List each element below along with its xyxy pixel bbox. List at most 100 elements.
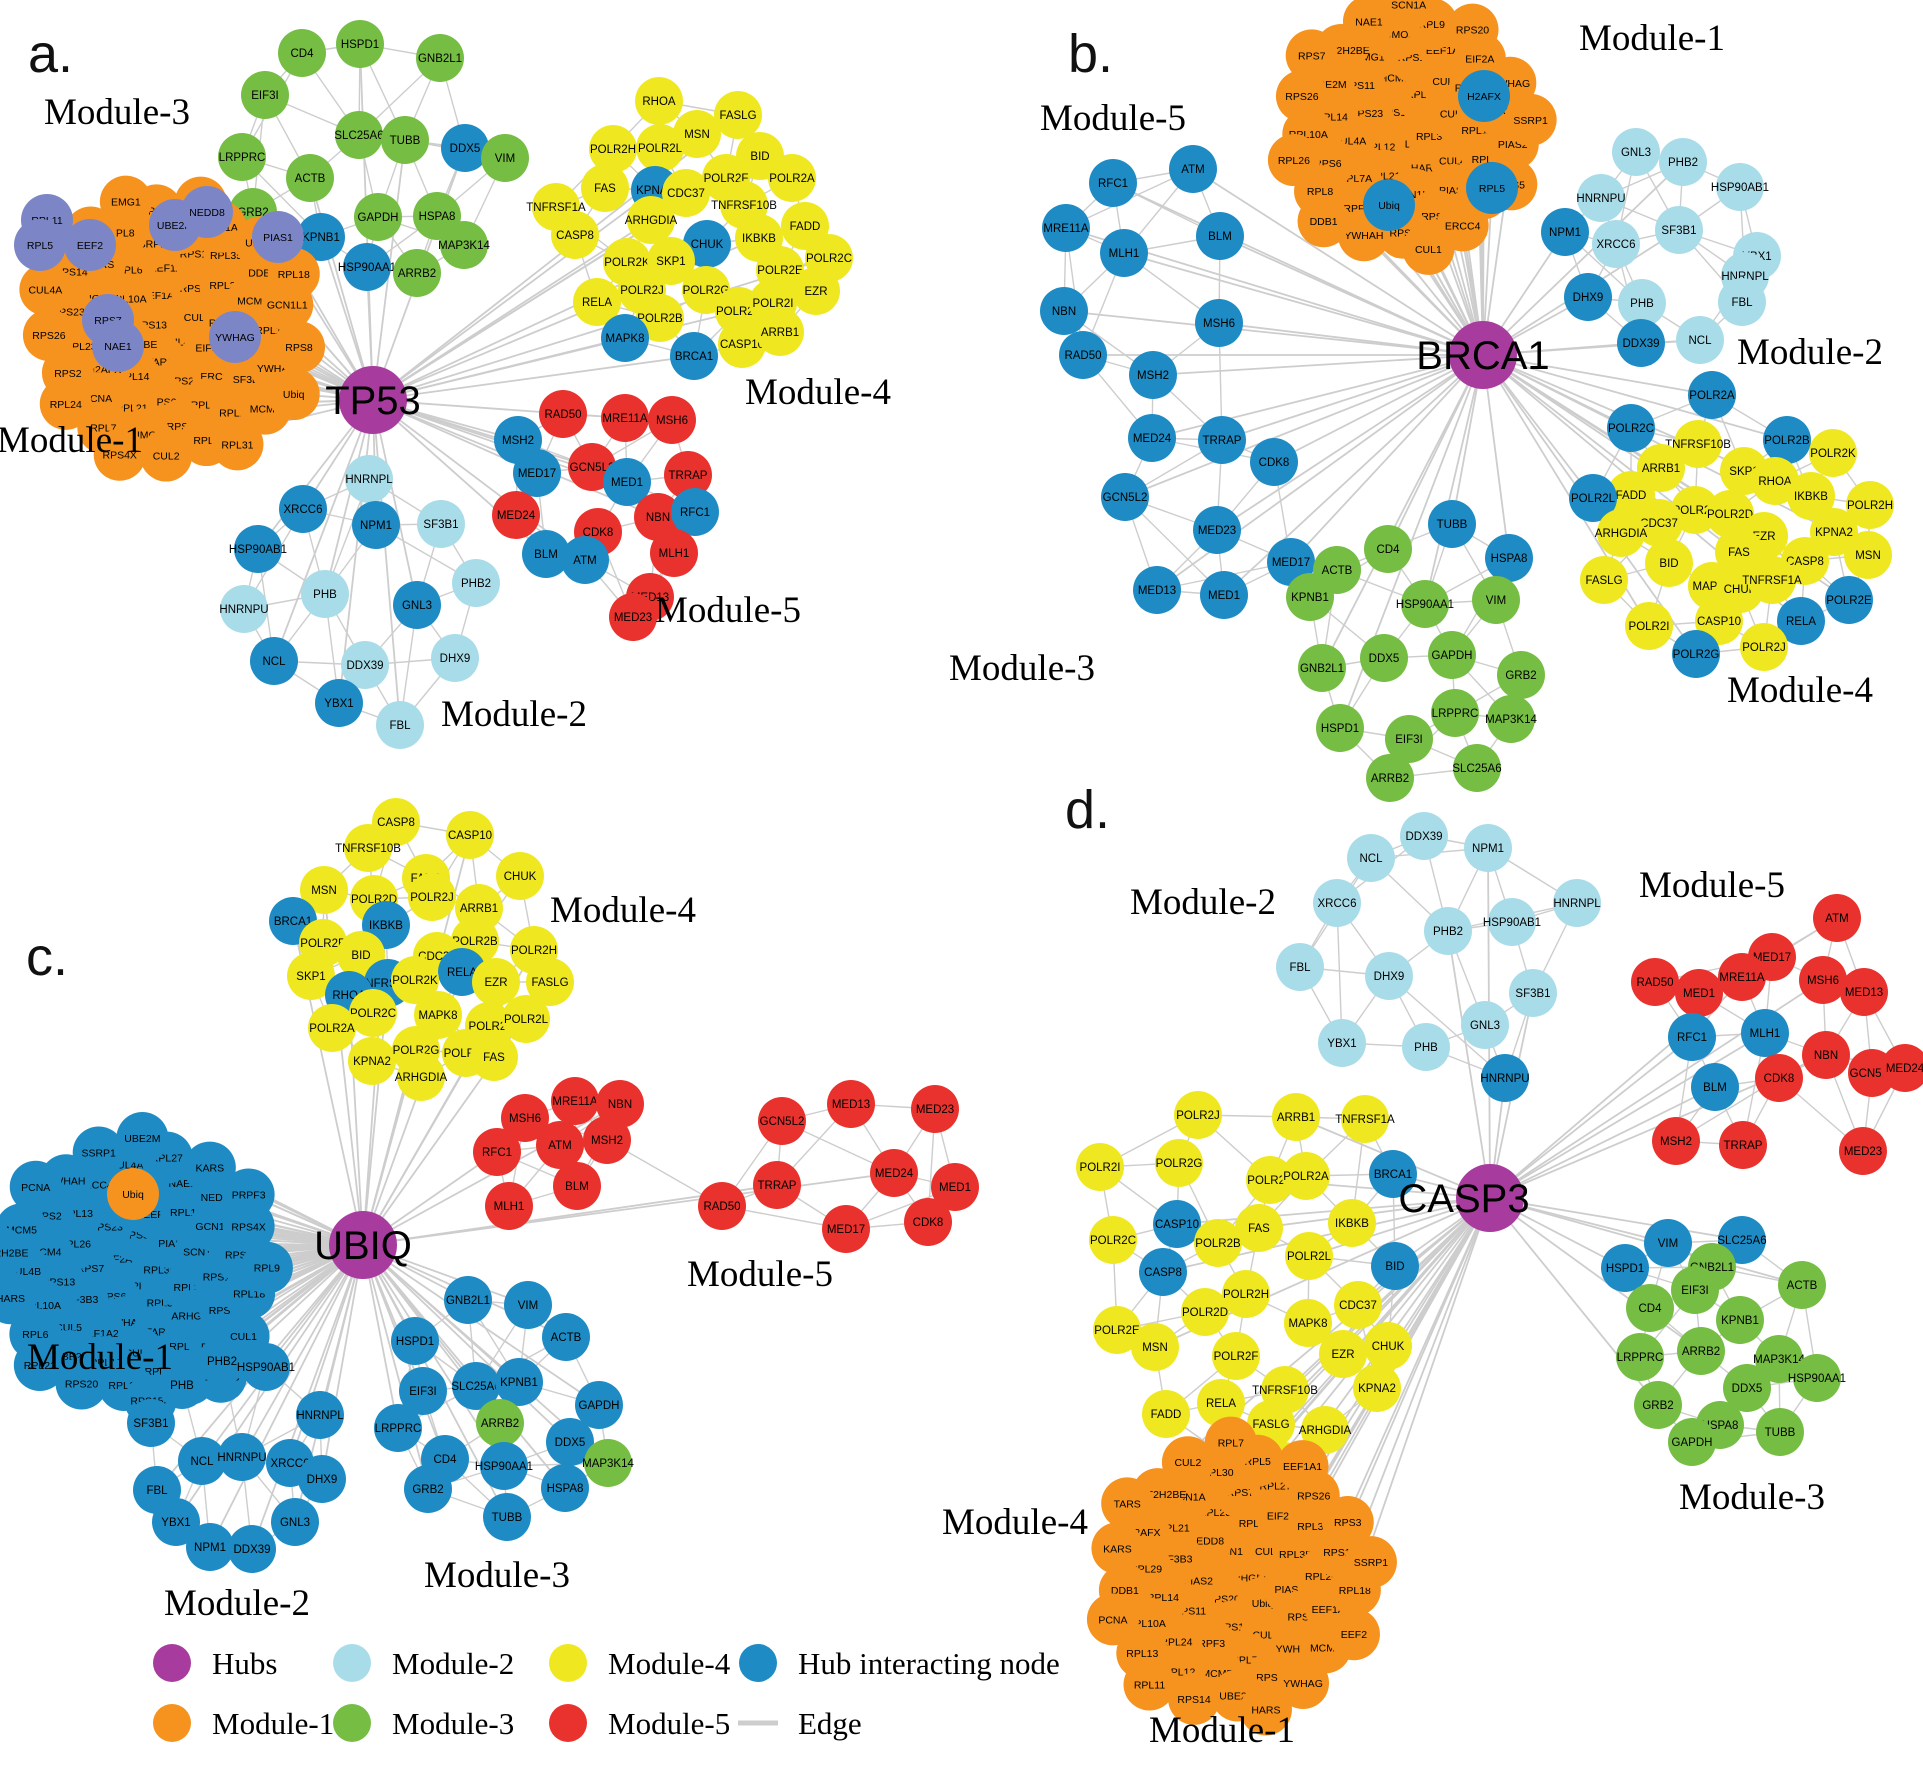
node-MAPK8: [601, 314, 649, 362]
node-TUBB: [381, 116, 429, 164]
module-label-module-5: Module-5: [1040, 98, 1186, 139]
node-label-CDC37: CDC37: [667, 188, 705, 200]
node-CASP10: [446, 811, 494, 859]
node-label-RPS2: RPS2: [54, 368, 82, 380]
legend-swatch-m5: [549, 1704, 587, 1742]
legend-swatch-m4: [549, 1644, 587, 1682]
module-module-5: RFC1 ATM MRE11A MLH1 BLM NBN MSH6 RAD50 MSH2 MED2…: [1040, 145, 1315, 619]
node-MED1: [603, 458, 651, 506]
legend-swatch-m1: [153, 1704, 191, 1742]
node-label-FBL: FBL: [146, 1485, 168, 1497]
node-EZR: [472, 958, 520, 1006]
hub-edge: [1221, 354, 1484, 441]
node-POLR2F: [1671, 486, 1719, 534]
module-module-3: CD4 HSPD1 GNB2L1 EIF3I SLC25A6 TUBB DDX5 VIM LRP…: [218, 20, 529, 297]
node-label-IKBKB: IKBKB: [1335, 1218, 1369, 1230]
node-MED1: [931, 1163, 979, 1211]
node-FASLG: [714, 91, 762, 139]
node-RAD50: [698, 1182, 746, 1230]
node-label-CDK8: CDK8: [1764, 1073, 1795, 1085]
module-label-module-1: Module-1: [0, 420, 143, 461]
node-label-SKP1: SKP1: [656, 256, 685, 268]
node-label-MLH1: MLH1: [1109, 248, 1140, 260]
node-MED13: [1840, 968, 1888, 1016]
node-label-MAP3K14: MAP3K14: [582, 1458, 634, 1470]
node-RPL5: [14, 219, 66, 271]
node-Ubiq: [107, 1168, 159, 1220]
node-label-CUL4A: CUL4A: [28, 285, 62, 297]
node-label-ARRB1: ARRB1: [460, 903, 498, 915]
node-CDK8: [1250, 438, 1298, 486]
node-ARRB2: [1366, 754, 1414, 802]
node-GAPDH: [1668, 1418, 1716, 1466]
node-label-MRE11A: MRE11A: [1719, 972, 1764, 984]
node-KPNB1: [1716, 1296, 1764, 1344]
node-label-MED24: MED24: [497, 510, 536, 522]
node-DDX39: [1400, 812, 1448, 860]
node-VIM: [1644, 1219, 1692, 1267]
hub-label-casp3: CASP3: [1398, 1177, 1529, 1221]
node-label-MED24: MED24: [1886, 1063, 1923, 1075]
node-label-POLR2L: POLR2L: [1287, 1251, 1332, 1263]
node-label-MED17: MED17: [1272, 557, 1310, 569]
node-CD4: [1626, 1284, 1674, 1332]
node-CDC37: [1334, 1281, 1382, 1329]
node-MED13: [1133, 566, 1181, 614]
panel-letter-a: a.: [28, 24, 73, 84]
hub-edge: [321, 1244, 364, 1480]
node-label-RPS7: RPS7: [1298, 50, 1326, 62]
hub-edge: [1216, 354, 1484, 531]
node-CDK8: [904, 1198, 952, 1246]
node-label-POLR2C: POLR2C: [350, 1008, 396, 1020]
node-label-GCN5L2: GCN5L2: [570, 462, 615, 474]
node-label-RPL24: RPL24: [50, 399, 82, 411]
node-label-POLR2H: POLR2H: [1223, 1289, 1269, 1301]
node-label-NPM1: NPM1: [194, 1542, 226, 1554]
node-TRRAP: [1198, 416, 1246, 464]
node-POLR2C: [349, 989, 397, 1037]
node-label-MSN: MSN: [1855, 550, 1881, 562]
node-label-CUL1: CUL1: [230, 1331, 257, 1343]
node-POLR2G: [1672, 630, 1720, 678]
node-label-BRCA1: BRCA1: [675, 351, 713, 363]
node-SF3B1: [1655, 206, 1703, 254]
node-label-ARRB2: ARRB2: [398, 268, 436, 280]
node-label-FBL: FBL: [389, 720, 411, 732]
node-BRCA1: [670, 332, 718, 380]
node-label-NCL: NCL: [1359, 853, 1383, 865]
module-module-1: CUL4BRPS13CUL1TARSEEF1AEIF2AHIST2H2BERPS…: [14, 175, 325, 482]
node-label-MAPK8: MAPK8: [419, 1010, 458, 1022]
node-POLR2B: [1763, 416, 1811, 464]
node-POLR2B: [1194, 1219, 1242, 1267]
node-EIF3I: [241, 71, 289, 119]
node-MED24: [1881, 1044, 1923, 1092]
node-label-RPS26: RPS26: [1285, 91, 1318, 103]
node-label-HNRNPU: HNRNPU: [217, 1452, 266, 1464]
node-RPS14: [1168, 1672, 1221, 1725]
hub-edge: [372, 355, 695, 401]
node-label-DDX5: DDX5: [555, 1437, 586, 1449]
node-POLR2J: [408, 873, 456, 921]
node-ATM: [1813, 894, 1861, 942]
node-PCNA: [9, 1160, 62, 1213]
node-DDX5: [1723, 1364, 1771, 1412]
node-MED1: [1675, 969, 1723, 1017]
node-MAP3K14: [1755, 1335, 1803, 1383]
node-label-SF3B1: SF3B1: [1661, 225, 1696, 237]
node-DDB1: [1297, 195, 1350, 248]
node-ARRB1: [1272, 1093, 1320, 1141]
node-CDC37: [662, 169, 710, 217]
node-GNL3: [1612, 128, 1660, 176]
node-DDX39: [341, 641, 389, 689]
node-label-POLR2G: POLR2G: [1156, 1158, 1203, 1170]
hub-edge: [362, 1244, 429, 1490]
node-label-MLH1: MLH1: [1750, 1028, 1781, 1040]
node-FAS: [470, 1033, 518, 1081]
node-label-FASLG: FASLG: [1252, 1419, 1289, 1431]
node-NCL: [178, 1437, 226, 1485]
node-TRRAP: [1719, 1121, 1767, 1169]
hub-edge: [1219, 235, 1484, 356]
node-label-MED23: MED23: [916, 1104, 954, 1116]
